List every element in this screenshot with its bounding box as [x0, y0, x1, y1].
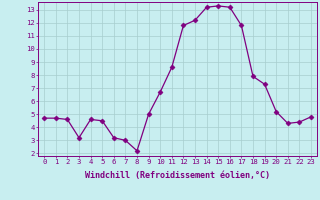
X-axis label: Windchill (Refroidissement éolien,°C): Windchill (Refroidissement éolien,°C): [85, 171, 270, 180]
